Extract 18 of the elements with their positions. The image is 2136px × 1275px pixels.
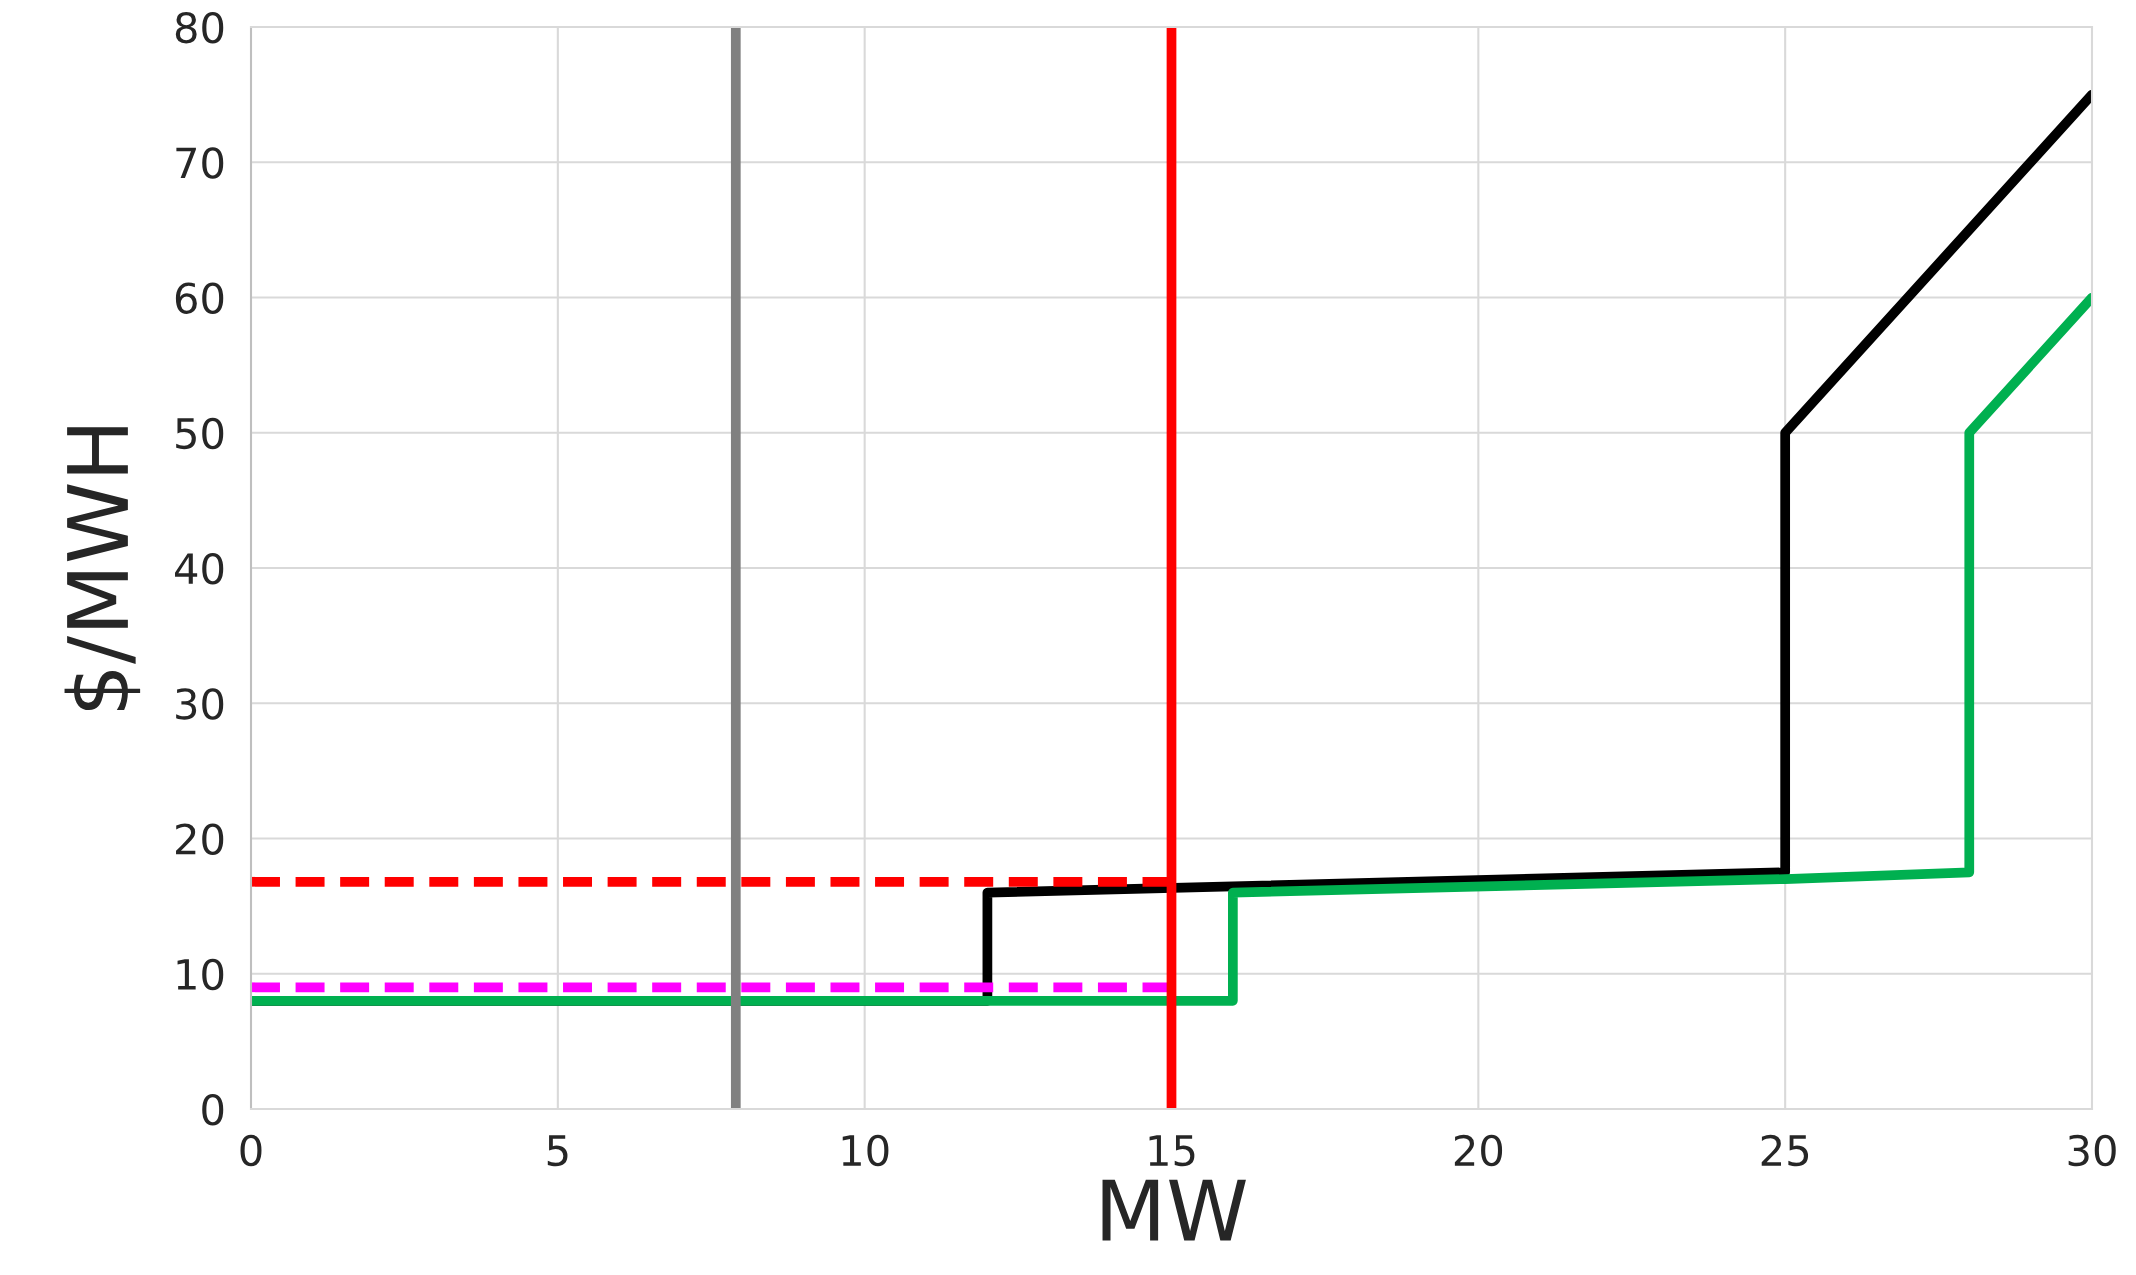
x-axis-title: MW: [1102, 1179, 1246, 1241]
y-tick-label: 10: [177, 958, 224, 991]
x-tick-label: 30: [2068, 1134, 2116, 1167]
y-tick-label: 70: [176, 147, 224, 179]
x-tick-label: 10: [842, 1134, 889, 1167]
y-tick-label: 20: [176, 823, 224, 855]
y-tick-label: 30: [176, 688, 224, 720]
y-tick-label: 80: [175, 11, 224, 44]
x-tick-label: 15: [1149, 1135, 1195, 1167]
y-tick-label: 60: [175, 282, 224, 314]
y-axis-title: $/MWH: [64, 427, 141, 711]
x-tick-label: 25: [1761, 1134, 1809, 1167]
y-tick-label: 40: [175, 552, 224, 585]
y-tick-label: 0: [202, 1093, 224, 1126]
x-tick-label: 0: [240, 1134, 262, 1167]
x-tick-label: 20: [1454, 1134, 1503, 1167]
y-tick-label: 50: [176, 417, 224, 450]
x-tick-label: 5: [547, 1135, 568, 1167]
